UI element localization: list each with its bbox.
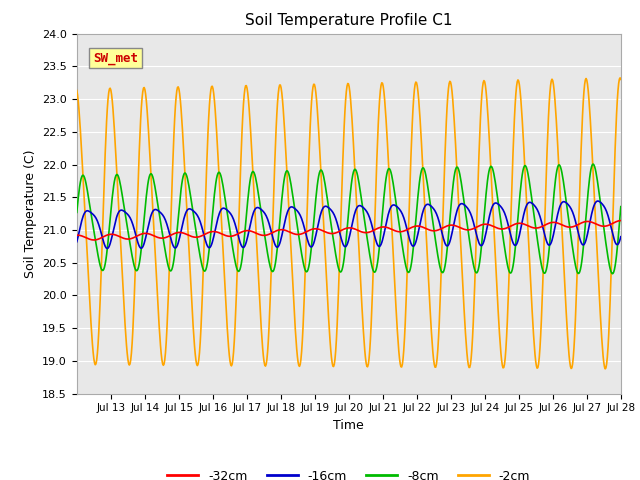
Title: Soil Temperature Profile C1: Soil Temperature Profile C1 xyxy=(245,13,452,28)
X-axis label: Time: Time xyxy=(333,419,364,432)
Text: SW_met: SW_met xyxy=(93,51,138,65)
Y-axis label: Soil Temperature (C): Soil Temperature (C) xyxy=(24,149,36,278)
Legend: -32cm, -16cm, -8cm, -2cm: -32cm, -16cm, -8cm, -2cm xyxy=(162,465,536,480)
